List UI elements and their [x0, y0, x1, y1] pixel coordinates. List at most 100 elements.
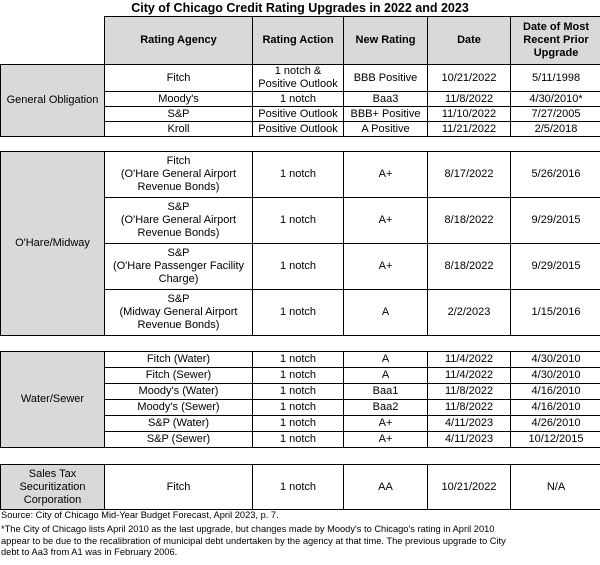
cell-agency: Fitch (Water)	[104, 351, 253, 368]
header-prior-line: Date of Most	[523, 21, 589, 33]
cell-agency-line: S&P	[167, 247, 190, 259]
table-row: Moody's (Water) 1 notch Baa1 11/8/2022 4…	[1, 383, 600, 400]
table-row: Water/Sewer Fitch (Water) 1 notch A 11/4…	[0, 351, 600, 448]
cell-action: 1 notch	[252, 367, 344, 384]
cell-rating: A+	[343, 197, 428, 244]
table-row: S&P (O'Hare General Airport Revenue Bond…	[1, 197, 600, 244]
cell-action: 1 notch	[252, 289, 344, 336]
cell-rating: A+	[343, 431, 428, 448]
cell-date: 8/17/2022	[427, 151, 511, 198]
cell-agency: S&P (O'Hare Passenger Facility Charge)	[104, 243, 253, 290]
cell-date: 11/4/2022	[427, 367, 511, 384]
cell-action: 1 notch	[252, 243, 344, 290]
cell-rating: A	[343, 367, 428, 384]
cell-date: 11/8/2022	[427, 91, 511, 107]
table-row: Moody's 1 notch Baa3 11/8/2022 4/30/2010…	[1, 91, 600, 107]
cell-agency-line: S&P	[167, 201, 190, 213]
header-prior-upgrade: Date of Most Recent Prior Upgrade	[510, 16, 600, 65]
header-rating-agency: Rating Agency	[104, 16, 253, 65]
table-row: S&P (Water) 1 notch A+ 4/11/2023 4/26/20…	[1, 415, 600, 432]
cell-rating: Baa1	[343, 383, 428, 400]
cell-action-line: Positive Outlook	[258, 78, 338, 90]
table-title: City of Chicago Credit Rating Upgrades i…	[131, 1, 469, 15]
cell-prior: 4/30/2010	[510, 367, 600, 384]
cell-action: 1 notch	[252, 91, 344, 107]
cell-prior: 4/16/2010	[510, 383, 600, 400]
cell-prior: 10/12/2015	[510, 431, 600, 448]
cell-date: 11/8/2022	[427, 399, 511, 416]
source-note: Source: City of Chicago Mid-Year Budget …	[1, 510, 279, 520]
cell-rating: A Positive	[343, 121, 428, 137]
cell-rating: Baa2	[343, 399, 428, 416]
cell-prior: 2/5/2018	[510, 121, 600, 137]
cell-rating: BBB+ Positive	[343, 106, 428, 122]
cell-agency: S&P (Sewer)	[104, 431, 253, 448]
go-table: Rating Agency Rating Action New Rating D…	[0, 16, 600, 137]
airport-table: O'Hare/Midway Fitch (O'Hare General Airp…	[0, 151, 600, 336]
cell-agency: Fitch (O'Hare General Airport Revenue Bo…	[104, 151, 253, 198]
cell-prior: 1/15/2016	[510, 289, 600, 336]
cell-rating: AA	[343, 464, 428, 510]
cell-rating: A	[343, 351, 428, 368]
category-water-sewer: Water/Sewer	[0, 351, 105, 448]
table-row: Fitch (Sewer) 1 notch A 11/4/2022 4/30/2…	[1, 367, 600, 384]
table-row: O'Hare/Midway Fitch (O'Hare General Airp…	[0, 151, 600, 336]
table-row: S&P (O'Hare Passenger Facility Charge) 1…	[1, 243, 600, 290]
cell-agency-line: Revenue Bonds)	[137, 227, 220, 239]
cell-date: 4/11/2023	[427, 431, 511, 448]
table-row: Kroll Positive Outlook A Positive 11/21/…	[1, 121, 600, 137]
cell-prior: 7/27/2005	[510, 106, 600, 122]
cell-agency: S&P	[104, 106, 253, 122]
cell-date: 11/21/2022	[427, 121, 511, 137]
cell-agency: S&P (Water)	[104, 415, 253, 432]
cell-agency: Moody's (Sewer)	[104, 399, 253, 416]
cell-date: 4/11/2023	[427, 415, 511, 432]
cell-agency-line: Charge)	[158, 273, 199, 285]
cell-date: 11/10/2022	[427, 106, 511, 122]
cell-action: 1 notch & Positive Outlook	[252, 64, 344, 92]
cell-agency: Fitch	[104, 464, 253, 510]
category-line: Corporation	[23, 493, 82, 506]
cell-agency: S&P (O'Hare General Airport Revenue Bond…	[104, 197, 253, 244]
cell-action: 1 notch	[252, 431, 344, 448]
cell-agency-line: Revenue Bonds)	[137, 181, 220, 193]
cell-agency-line: (O'Hare Passenger Facility	[112, 260, 245, 272]
water-table: Water/Sewer Fitch (Water) 1 notch A 11/4…	[0, 351, 600, 448]
cell-rating: A+	[343, 415, 428, 432]
footnote-line: *The City of Chicago lists April 2010 as…	[1, 524, 495, 534]
footnote: *The City of Chicago lists April 2010 as…	[1, 524, 599, 559]
table-row: Sales Tax Securitization Corporation Fit…	[0, 464, 600, 510]
header-new-rating: New Rating	[343, 16, 428, 65]
cell-date: 8/18/2022	[427, 197, 511, 244]
footnote-line: debt to Aa3 from A1 was in February 2006…	[1, 547, 178, 557]
header-rating-action: Rating Action	[252, 16, 344, 65]
cell-agency: Kroll	[104, 121, 253, 137]
table-row: S&P (Sewer) 1 notch A+ 4/11/2023 10/12/2…	[1, 431, 600, 448]
cell-rating: Baa3	[343, 91, 428, 107]
cell-rating: A+	[343, 243, 428, 290]
cell-action: Positive Outlook	[252, 121, 344, 137]
cell-rating: A+	[343, 151, 428, 198]
cell-prior: 4/30/2010	[510, 351, 600, 368]
header-row: Rating Agency Rating Action New Rating D…	[0, 16, 600, 65]
footnote-line: appear to be due to the recalibration of…	[1, 535, 506, 546]
cell-date: 2/2/2023	[427, 289, 511, 336]
category-line: Securitization	[19, 480, 86, 493]
cell-prior: 4/30/2010*	[510, 91, 600, 107]
cell-rating: BBB Positive	[343, 64, 428, 92]
cell-prior: 9/29/2015	[510, 243, 600, 290]
cell-agency-line: Fitch	[166, 155, 191, 167]
cell-prior: 9/29/2015	[510, 197, 600, 244]
cell-action: 1 notch	[252, 151, 344, 198]
cell-date: 8/18/2022	[427, 243, 511, 290]
cell-agency-line: (O'Hare General Airport	[120, 214, 237, 226]
cell-action: 1 notch	[252, 197, 344, 244]
cell-action: Positive Outlook	[252, 106, 344, 122]
cell-agency: Moody's (Water)	[104, 383, 253, 400]
cell-action: 1 notch	[252, 351, 344, 368]
cell-prior: 5/11/1998	[510, 64, 600, 92]
header-blank-cell	[0, 16, 105, 65]
cell-agency-line: Revenue Bonds)	[137, 319, 220, 331]
cell-agency-line: S&P	[167, 293, 190, 305]
cell-prior: N/A	[510, 464, 600, 510]
